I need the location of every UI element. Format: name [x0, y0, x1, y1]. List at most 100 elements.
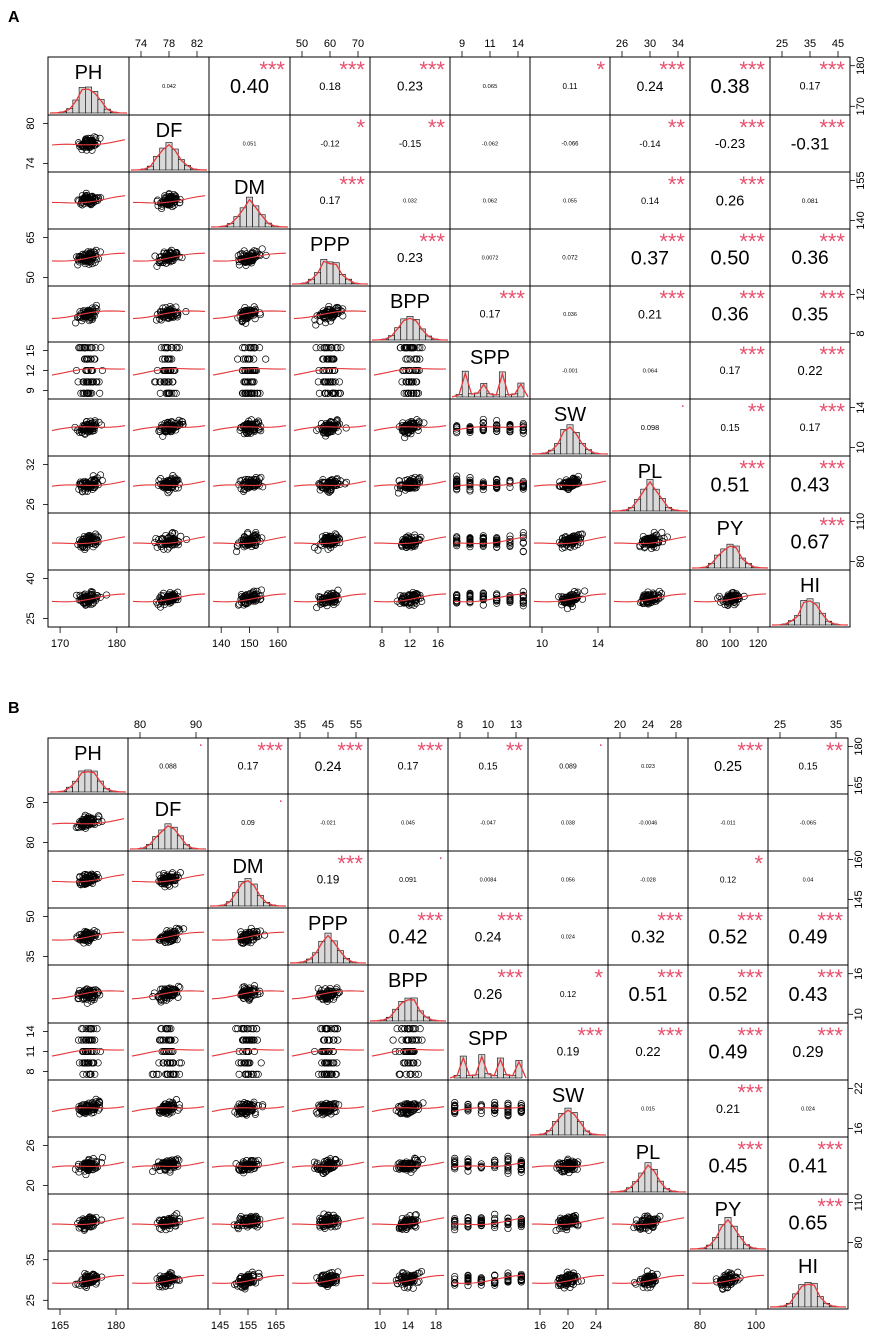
axis-tick-label: 180 [108, 638, 126, 650]
significance-stars: *** [739, 115, 765, 140]
axis-tick-label: 11 [484, 38, 495, 50]
significance-stars: *** [497, 965, 523, 990]
scatter-point [263, 356, 269, 362]
smooth-line [294, 369, 366, 376]
variable-label: SPP [468, 1028, 508, 1050]
correlation-value: -0.12 [320, 138, 339, 148]
correlation-value: -0.15 [399, 139, 422, 150]
axis-tick-label: 40 [25, 572, 37, 584]
correlation-value: 0.072 [562, 255, 578, 262]
correlation-value: 0.15 [720, 423, 740, 434]
histogram-bar [573, 432, 579, 454]
axis-tick-label: 12 [25, 364, 37, 376]
significance-stars: *** [659, 229, 685, 254]
correlation-value: 0.17 [720, 365, 741, 377]
significance-stars: *** [739, 286, 765, 311]
variable-label: SPP [470, 347, 510, 369]
significance-stars: * [356, 115, 365, 140]
axis-tick-label: 34 [672, 38, 684, 50]
correlation-value: 0.15 [478, 761, 498, 772]
correlation-value: 0.0072 [482, 255, 499, 261]
correlation-value: -0.065 [800, 821, 817, 827]
significance-stars: *** [257, 738, 283, 763]
histogram-bar [733, 546, 739, 568]
significance-stars: ** [428, 115, 446, 140]
axis-tick-label: 50 [25, 271, 37, 283]
significance-stars: . [279, 789, 283, 806]
axis-tick-label: 140 [855, 211, 867, 229]
significance-stars: *** [577, 1023, 603, 1048]
scatter-point [559, 545, 565, 551]
significance-stars: *** [819, 115, 845, 140]
variable-label: DM [232, 856, 263, 878]
correlation-value: 0.098 [641, 423, 660, 432]
significance-stars: *** [739, 172, 765, 197]
significance-stars: *** [657, 1023, 683, 1048]
variable-label: HI [800, 575, 820, 597]
axis-tick-label: 8 [379, 638, 385, 650]
variable-label: DF [155, 799, 182, 821]
axis-tick-label: 30 [644, 38, 656, 50]
correlation-value: -0.062 [482, 142, 498, 148]
significance-stars: ** [506, 738, 524, 763]
significance-stars: *** [819, 286, 845, 311]
histogram-bar [801, 600, 807, 625]
correlation-value: 0.09 [241, 820, 255, 827]
smooth-line [454, 481, 526, 486]
axis-tick-label: 110 [855, 513, 867, 531]
histogram-bar [92, 91, 98, 113]
smooth-line [212, 1050, 284, 1057]
panel-label: B [8, 700, 20, 717]
correlation-value: -0.066 [561, 142, 579, 148]
correlation-value: 0.065 [483, 84, 498, 90]
histogram-bar [160, 148, 166, 170]
scatter-point [335, 1037, 341, 1043]
correlation-value: -0.001 [562, 368, 578, 374]
histogram-bar [399, 1001, 405, 1021]
axis-tick-label: 74 [25, 157, 37, 169]
significance-stars: *** [337, 738, 363, 763]
significance-stars: *** [819, 57, 845, 82]
variable-label: PY [717, 518, 744, 540]
correlation-value: 0.17 [800, 81, 821, 93]
scatter-point [313, 427, 319, 433]
axis-tick-label: 78 [163, 38, 175, 50]
axis-tick-label: 80 [696, 638, 708, 650]
axis-tick-label: 80 [25, 117, 37, 129]
matrix-cell-frame [450, 399, 530, 456]
axis-tick-label: 14 [512, 38, 524, 50]
axis-tick-label: 12 [855, 288, 867, 300]
significance-stars: *** [739, 456, 765, 481]
scatter-point [520, 548, 526, 554]
axis-tick-label: 14 [855, 401, 867, 413]
correlation-value: 0.17 [238, 761, 259, 773]
significance-stars: *** [739, 57, 765, 82]
significance-stars: *** [337, 851, 363, 876]
scatter-point [402, 434, 408, 440]
significance-stars: * [594, 965, 603, 990]
scatter-point [659, 529, 665, 535]
significance-stars: . [681, 394, 685, 411]
axis-tick-label: 120 [749, 638, 767, 650]
scatter-point [343, 425, 349, 431]
significance-stars: *** [817, 908, 843, 933]
correlation-value: 0.19 [317, 874, 340, 887]
scatter-point [97, 390, 103, 396]
significance-stars: *** [819, 513, 845, 538]
histogram-bar [319, 941, 325, 963]
axis-tick-label: 140 [212, 638, 230, 650]
correlation-value: -0.021 [320, 820, 336, 826]
axis-tick-label: 10 [536, 638, 548, 650]
correlation-value: 0.19 [557, 1046, 580, 1059]
histogram-bar [172, 149, 178, 170]
significance-stars: *** [819, 229, 845, 254]
correlation-value: 0.12 [560, 989, 577, 999]
significance-stars: *** [657, 908, 683, 933]
significance-stars: *** [419, 57, 445, 82]
significance-stars: ** [826, 738, 844, 763]
matrix-cell-frame [450, 570, 530, 627]
significance-stars: *** [339, 57, 365, 82]
axis-tick-label: 150 [240, 638, 258, 650]
axis-tick-label: 10 [855, 441, 867, 453]
